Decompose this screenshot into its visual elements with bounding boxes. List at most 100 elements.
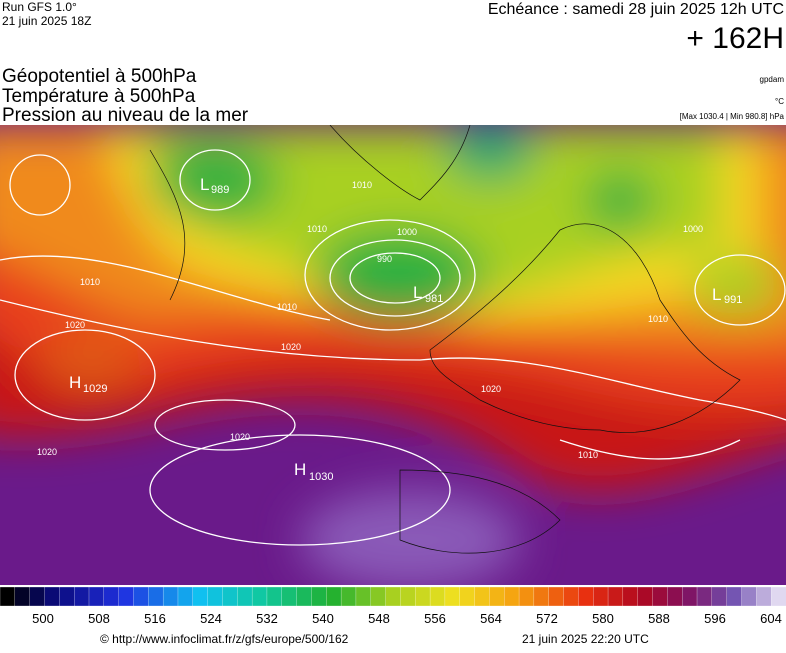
colorbar-swatch [504,586,520,607]
colorbar-swatch [444,586,461,607]
colorbar-swatch [237,586,253,607]
colorbar-swatch [370,586,387,607]
pressure-centers: L 989 L 981 L 991 H 1029 H 1030 [69,175,742,483]
colorbar-swatch [0,586,16,607]
colorbar-swatch [726,586,743,607]
run-date: 21 juin 2025 18Z [2,14,91,28]
isobar-label: 1000 [683,224,703,234]
colorbar-swatch [340,586,357,607]
center-kind: L [200,175,209,194]
field: Géopotentiel à 500hPa [2,66,197,87]
colorbar-swatch [518,586,535,607]
footer: © http://www.infoclimat.fr/z/gfs/europe/… [100,632,649,646]
colorbar-swatch [222,586,238,607]
colorbar-swatch [741,586,757,607]
isobar-label: 1010 [307,224,327,234]
colorbar-swatch [607,586,624,607]
colorbar-swatch [14,586,31,607]
colorbar-label: 516 [144,611,166,626]
center-value: 989 [211,184,229,196]
colorbar-swatch [207,586,224,607]
lead-time: + 162H [686,22,784,55]
colorbar-swatch [756,586,772,607]
colorbar-swatch [296,586,313,607]
map: L 989 L 981 L 991 H 1029 H 1030 1010 101… [0,125,786,585]
colorbar-swatch [429,586,446,607]
colorbar-label: 500 [32,611,54,626]
center-kind: L [413,283,422,302]
colorbar-swatch [74,586,90,607]
colorbar-swatch [400,586,416,607]
generated: 21 juin 2025 22:20 UTC [522,632,649,646]
colorbar-swatch [593,586,609,607]
colorbar-swatch [637,586,654,607]
isobar-label: 1020 [65,320,85,330]
colorbar-label: 596 [704,611,726,626]
colorbar-swatch [326,586,342,607]
center-kind: L [712,285,721,304]
colorbar-label: 532 [256,611,278,626]
isobar-label: 1020 [230,432,250,442]
isobar-label: 1010 [648,314,668,324]
center-value: 991 [724,294,742,306]
colorbar-label: 508 [88,611,110,626]
colorbar-label: 564 [480,611,502,626]
colorbar-swatch [489,586,505,607]
colorbar-swatch [474,586,491,607]
colorbar-swatch [44,586,60,607]
center-value: 981 [425,293,443,305]
colorbar-swatch [148,586,164,607]
colorbar-swatch [251,586,268,607]
colorbar-swatch [311,586,327,607]
isobar-label: 1010 [352,180,372,190]
colorbar-swatch [29,586,46,607]
colorbar-swatch [88,586,105,607]
isobar-labels: 1010 1010 1000 990 1010 1020 1020 1020 1… [37,180,703,460]
colorbar-swatch [771,586,786,607]
center-kind: H [294,460,306,479]
colorbar-label: 540 [312,611,334,626]
colorbar-label: 604 [760,611,782,626]
center-value: 1030 [309,471,333,483]
colorbar-swatch [103,586,120,607]
colorbar-swatch [355,586,372,607]
colorbar-swatch [459,586,476,607]
colorbar-swatch [162,586,179,607]
colorbar-label: 572 [536,611,558,626]
isobar-label: 1020 [481,384,501,394]
colorbar-swatch [696,586,713,607]
colorbar-swatch [667,586,683,607]
isobar-label: 990 [377,254,392,264]
field: Pression au niveau de la mer [2,105,249,126]
colorbar-swatch [533,586,550,607]
colorbar-label: 548 [368,611,390,626]
unit: gpdam [760,75,785,84]
colorbar-swatch [59,586,75,607]
isobar-label: 1010 [80,277,100,287]
colorbar: 500 508 516 524 532 540 548 556 564 572 580 588 596 6… [0,586,786,626]
colorbar-swatch [578,586,594,607]
colorbar-swatch [266,586,283,607]
colorbar-swatch [682,586,698,607]
center-value: 1029 [83,383,107,395]
colorbar-swatch [385,586,402,607]
isobar-label: 1010 [277,302,297,312]
colorbar-swatch [281,586,298,607]
colorbar-swatch [177,586,194,607]
colorbar-label: 524 [200,611,222,626]
colorbar-swatch [548,586,565,607]
colorbar-swatch [133,586,149,607]
colorbar-swatch [563,586,580,607]
colorbar-label: 580 [592,611,614,626]
colorbar-swatch [711,586,728,607]
unit: [Max 1030.4 | Min 980.8] hPa [680,112,785,121]
header: Run GFS 1.0° 21 juin 2025 18Z Echéance :… [2,0,785,126]
field: Température à 500hPa [2,86,196,107]
isobar-label: 1010 [578,450,598,460]
colorbar-swatch [622,586,639,607]
colorbar-label: 556 [424,611,446,626]
colorbar-swatch [415,586,431,607]
run: Run GFS 1.0° [2,0,77,14]
center-kind: H [69,373,81,392]
